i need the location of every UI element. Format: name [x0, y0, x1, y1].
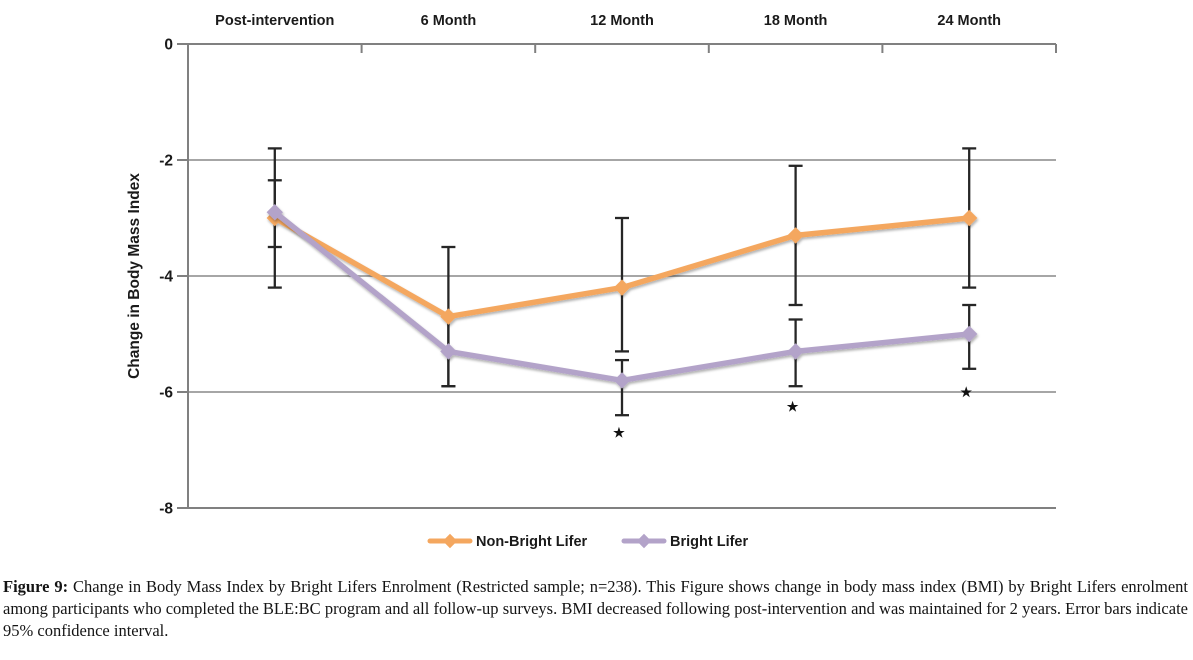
data-point-marker: [787, 227, 804, 244]
series-non-bright-lifer: [266, 209, 978, 325]
figure-caption-label: Figure 9:: [3, 577, 69, 596]
y-axis-title: Change in Body Mass Index: [126, 173, 143, 379]
x-axis-label-12-month: 12 Month: [590, 13, 654, 29]
legend-entry-bright-lifer: [621, 533, 667, 549]
x-axis-label-18-month: 18 Month: [764, 13, 828, 29]
data-point-marker: [442, 533, 458, 549]
y-tick-label: 0: [164, 37, 173, 54]
error-bars-non-bright-lifer: [267, 147, 977, 388]
y-tick-label: -8: [159, 501, 173, 518]
figure-caption: Figure 9: Change in Body Mass Index by B…: [0, 574, 1193, 642]
data-point-marker: [440, 343, 457, 360]
data-point-marker: [613, 372, 631, 389]
y-tick-label: -6: [159, 385, 173, 402]
legend-label-bright-lifer: Bright Lifer: [670, 534, 748, 550]
x-axis-label-24-month: 24 Month: [937, 13, 1001, 29]
y-tick-label: -2: [159, 153, 173, 170]
figure-caption-text: Change in Body Mass Index by Bright Life…: [3, 577, 1189, 640]
bmi-line-chart: 0 -2 -4 -6 -8 Post-intervention 6 Month 12 Mont…: [126, 13, 1057, 550]
x-axis-label-6-month: 6 Month: [421, 13, 477, 29]
significance-star-24-month: ★: [960, 385, 972, 400]
legend-label-non-bright-lifer: Non-Bright Lifer: [476, 534, 588, 550]
y-tick-label: -4: [159, 269, 173, 286]
data-point-marker: [613, 279, 631, 296]
significance-star-18-month: ★: [787, 399, 799, 414]
data-point-marker: [960, 209, 978, 227]
legend-entry-non-bright-lifer: [427, 533, 473, 549]
significance-star-12-month: ★: [613, 425, 625, 440]
series-bright-lifer: [266, 203, 978, 389]
data-point-marker: [266, 203, 284, 221]
data-point-marker: [787, 343, 804, 360]
data-point-marker: [636, 533, 652, 549]
data-point-marker: [440, 308, 457, 325]
data-point-marker: [960, 325, 978, 343]
x-axis-label-post-intervention: Post-intervention: [215, 13, 334, 29]
